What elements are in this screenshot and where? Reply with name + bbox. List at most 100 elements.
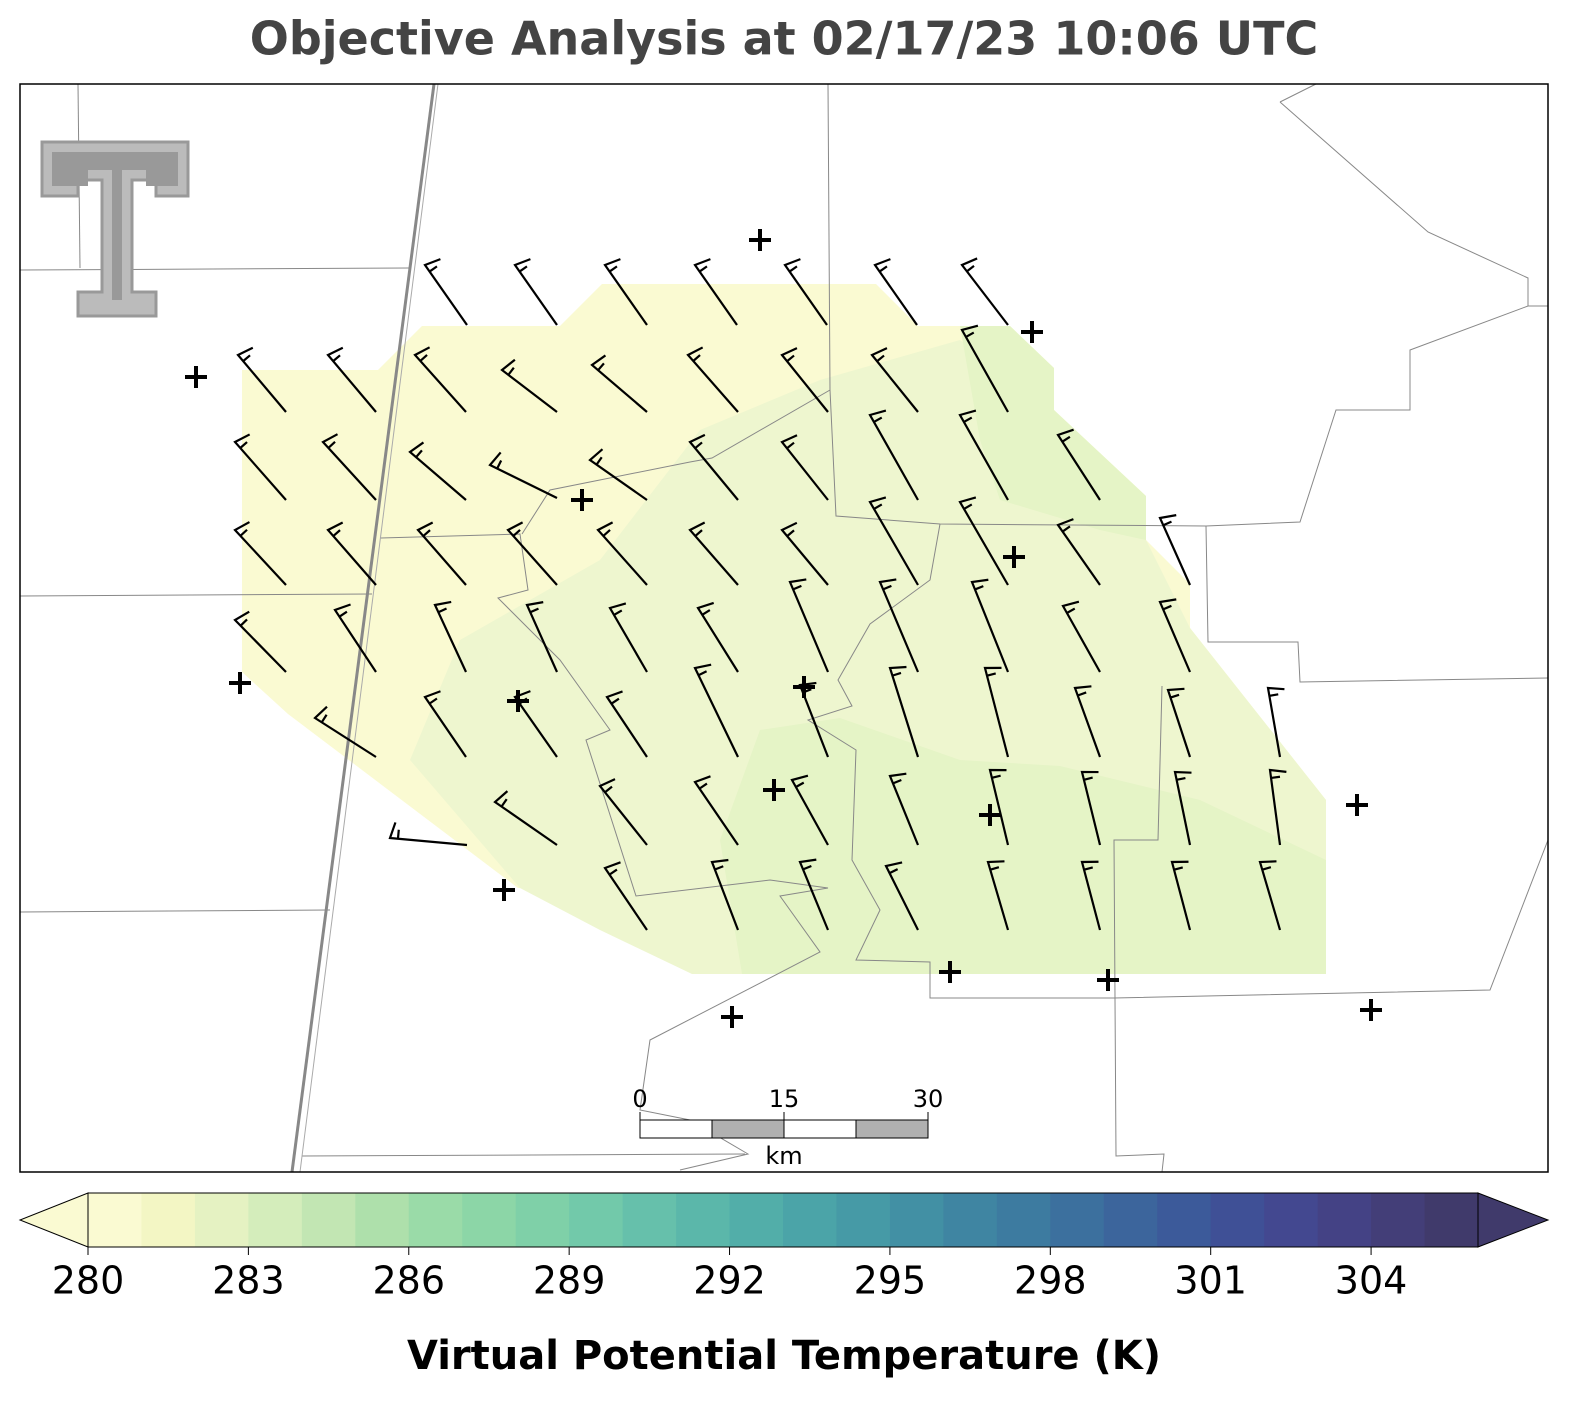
wind-barb xyxy=(493,790,558,846)
title: Objective Analysis at 02/17/23 10:06 UTC xyxy=(250,12,1319,66)
station-marker xyxy=(229,672,251,694)
wind-barb xyxy=(500,358,558,413)
wind-barb xyxy=(333,603,377,673)
wind-barb xyxy=(326,521,377,586)
colorbar-bin xyxy=(996,1193,1051,1247)
wind-barb xyxy=(326,346,377,413)
station-marker xyxy=(749,229,771,251)
wind-barb xyxy=(868,496,919,586)
wind-barb xyxy=(696,601,739,673)
colorbar-label: Virtual Potential Temperature (K) xyxy=(407,1333,1161,1379)
wind-barb xyxy=(780,521,829,586)
map-frame xyxy=(19,83,1549,1173)
wind-barb xyxy=(1080,770,1102,846)
colorbar-bin xyxy=(1264,1193,1319,1247)
colorbar-bin xyxy=(1050,1193,1105,1247)
wind-barb xyxy=(413,346,467,413)
analysis-field-warmer xyxy=(720,718,1326,974)
wind-barb xyxy=(506,521,558,586)
wind-barb xyxy=(960,324,1009,413)
colorbar-tick-label: 283 xyxy=(212,1259,285,1303)
wind-barb xyxy=(233,610,287,673)
wind-barb xyxy=(1061,600,1101,673)
station-marker xyxy=(939,961,961,983)
state-line xyxy=(299,83,439,1173)
wind-barb xyxy=(1056,428,1101,501)
wind-barb xyxy=(233,433,287,501)
wind-barb xyxy=(608,602,648,673)
colorbar-tick-label: 295 xyxy=(854,1259,927,1303)
station-marker xyxy=(793,676,815,698)
wind-barb xyxy=(983,666,1010,758)
wind-barb xyxy=(598,778,648,846)
wind-barb xyxy=(693,775,739,846)
wind-barb xyxy=(588,448,648,501)
wind-barb xyxy=(603,861,648,931)
wind-barb xyxy=(1158,598,1192,673)
colorbar-tick-label: 298 xyxy=(1014,1259,1087,1303)
wind-barb xyxy=(423,258,468,326)
wind-barb xyxy=(868,409,919,501)
colorbar-bin xyxy=(1424,1193,1479,1247)
wind-barb xyxy=(1056,518,1101,586)
wind-barb xyxy=(313,705,377,758)
colorbar-tick-label: 286 xyxy=(373,1259,446,1303)
colorbar-bin xyxy=(783,1193,837,1247)
wind-barb xyxy=(388,822,468,847)
colorbar-tick-label: 301 xyxy=(1174,1259,1247,1303)
wind-barb xyxy=(603,258,648,326)
colorbar-bin xyxy=(1317,1193,1372,1247)
wind-barb xyxy=(888,772,920,846)
wind-barb xyxy=(693,663,739,758)
wind-barb xyxy=(1268,768,1287,846)
scale-tick-label: 15 xyxy=(769,1085,800,1113)
colorbar-bin xyxy=(141,1193,196,1247)
wind-barb xyxy=(693,258,738,326)
wind-barb xyxy=(1173,770,1192,846)
station-marker xyxy=(1003,546,1025,568)
colorbar-frame xyxy=(87,1192,1479,1248)
colorbar-bin xyxy=(462,1193,517,1247)
analysis-field-warmer xyxy=(960,326,1146,540)
wind-barb xyxy=(488,451,558,499)
colorbar-bin xyxy=(248,1193,303,1247)
colorbar-bin xyxy=(1103,1193,1158,1247)
scale-bar xyxy=(639,1119,929,1139)
stations xyxy=(185,229,1382,1028)
wind-barb xyxy=(878,578,920,673)
wind-barb xyxy=(960,257,1009,326)
colorbar-bin xyxy=(1210,1193,1265,1247)
station-marker xyxy=(185,366,207,388)
wind-barb xyxy=(686,346,739,413)
scale-labels: 0 15 30 xyxy=(632,1085,943,1138)
station-marker xyxy=(1021,321,1043,343)
colorbar-bin xyxy=(836,1193,891,1247)
wind-barb xyxy=(988,768,1010,846)
wind-barb xyxy=(688,521,739,586)
wind-barb xyxy=(888,665,920,758)
colorbar-bin xyxy=(1371,1193,1426,1247)
wind-barb xyxy=(596,521,648,586)
wind-barb xyxy=(605,690,648,758)
station-marker xyxy=(493,879,515,901)
wind-barb xyxy=(236,346,287,413)
station-marker xyxy=(763,779,785,801)
station-marker xyxy=(1360,999,1382,1021)
wind-barb xyxy=(688,433,739,501)
station-marker xyxy=(721,1006,743,1028)
colorbar-bin xyxy=(889,1193,944,1247)
wind-barb xyxy=(1073,685,1102,758)
wind-barb xyxy=(1158,514,1192,586)
wind-barb xyxy=(233,521,287,586)
wind-barb xyxy=(590,354,648,413)
colorbar: 280 283 286 289 292 295 298 301 304 xyxy=(18,1192,1550,1303)
wind-barb xyxy=(970,578,1010,673)
colorbar-bin xyxy=(194,1193,249,1247)
colorbar-bin xyxy=(408,1193,463,1247)
station-marker xyxy=(571,489,593,511)
wind-barb xyxy=(1170,860,1192,931)
wind-barb xyxy=(884,861,919,931)
colorbar-extend-low xyxy=(18,1192,89,1248)
station-marker xyxy=(1097,969,1119,991)
